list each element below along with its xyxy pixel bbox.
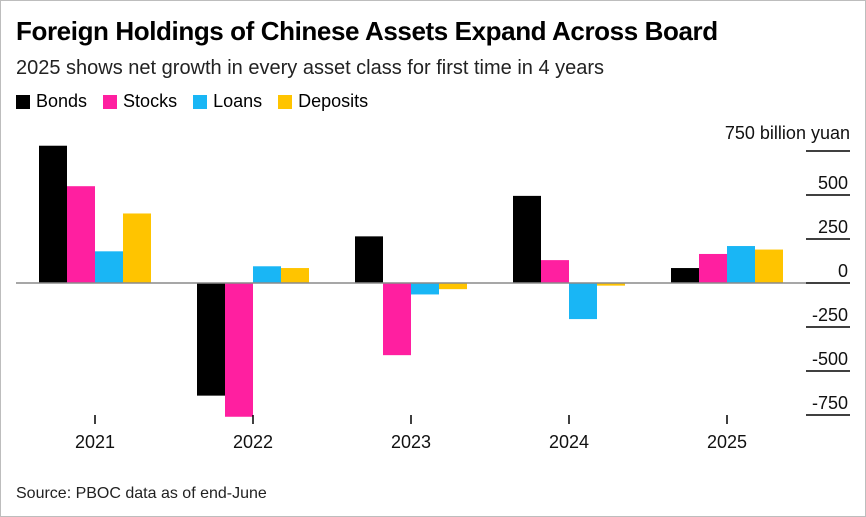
bar-deposits-2022 [281, 268, 309, 283]
legend-item-deposits: Deposits [278, 91, 368, 112]
y-tick-label-5: -500 [812, 349, 848, 369]
x-tick-label-2022: 2022 [233, 432, 273, 452]
x-tick-label-2023: 2023 [391, 432, 431, 452]
legend-label-loans: Loans [213, 91, 263, 111]
bar-loans-2024 [569, 283, 597, 320]
legend-label-bonds: Bonds [36, 91, 88, 111]
x-tick-label-2025: 2025 [707, 432, 747, 452]
bar-loans-2023 [411, 283, 439, 295]
bar-loans-2022 [253, 266, 281, 283]
legend: Bonds Stocks Loans Deposits [16, 91, 368, 112]
bar-deposits-2021 [123, 213, 151, 283]
x-tick-label-2024: 2024 [549, 432, 589, 452]
legend-swatch-deposits [278, 94, 293, 109]
bar-stocks-2021 [67, 186, 95, 283]
bar-bonds-2025 [671, 268, 699, 283]
bar-stocks-2022 [225, 283, 253, 417]
legend-item-bonds: Bonds [16, 91, 87, 112]
bar-bonds-2021 [39, 145, 67, 283]
bar-stocks-2024 [541, 260, 569, 283]
y-axis-unit-label: 750 billion yuan [724, 123, 850, 143]
bar-loans-2021 [95, 251, 123, 283]
bar-loans-2025 [727, 246, 755, 283]
legend-item-stocks: Stocks [103, 91, 177, 112]
bar-deposits-2025 [755, 249, 783, 283]
y-tick-label-2: 250 [818, 217, 848, 237]
y-tick-label-1: 500 [818, 173, 848, 193]
x-tick-label-2021: 2021 [75, 432, 115, 452]
source-note: Source: PBOC data as of end-June [16, 485, 267, 502]
y-tick-label-4: -250 [812, 305, 848, 325]
legend-label-deposits: Deposits [298, 91, 369, 111]
bar-bonds-2022 [197, 283, 225, 396]
bar-stocks-2025 [699, 253, 727, 283]
legend-swatch-stocks [103, 94, 118, 109]
legend-label-stocks: Stocks [123, 91, 178, 111]
bar-stocks-2023 [383, 283, 411, 356]
legend-item-loans: Loans [193, 91, 262, 112]
bar-deposits-2024 [597, 283, 625, 286]
y-tick-label-6: -750 [812, 393, 848, 413]
y-tick-label-3: 0 [838, 261, 848, 281]
legend-swatch-loans [193, 94, 208, 109]
bar-bonds-2023 [355, 236, 383, 283]
bar-deposits-2023 [439, 283, 467, 290]
bar-bonds-2024 [513, 195, 541, 283]
legend-swatch-bonds [16, 94, 30, 109]
chart-subtitle: 2025 shows net growth in every asset cla… [16, 57, 605, 79]
chart-title: Foreign Holdings of Chinese Assets Expan… [16, 16, 718, 46]
